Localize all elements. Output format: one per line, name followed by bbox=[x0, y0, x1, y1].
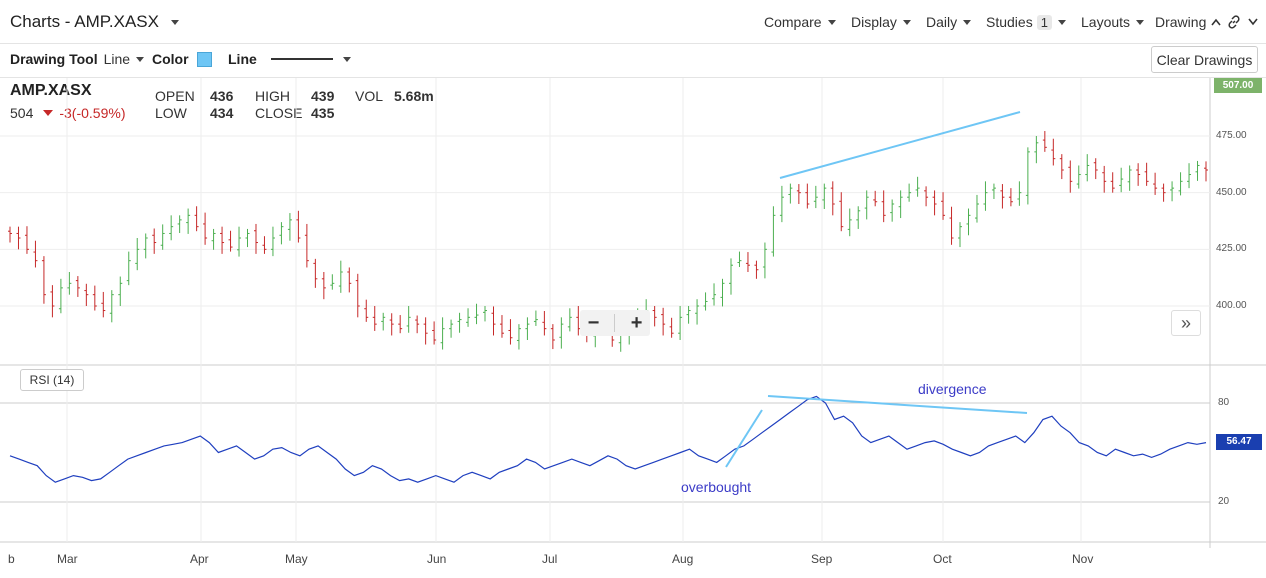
x-axis-label: Oct bbox=[933, 552, 952, 566]
chevron-down-icon[interactable] bbox=[1248, 16, 1258, 28]
color-label: Color bbox=[152, 51, 189, 67]
open-value: 436 bbox=[210, 88, 234, 104]
down-arrow-icon bbox=[43, 110, 54, 116]
chart-grid bbox=[0, 78, 1266, 548]
x-axis-label: Nov bbox=[1072, 552, 1094, 566]
price-tick-label: 425.00 bbox=[1216, 243, 1247, 254]
overbought-pointer bbox=[725, 409, 763, 468]
menu-studies-label: Studies bbox=[986, 14, 1033, 30]
low-value: 434 bbox=[210, 105, 234, 121]
clear-drawings-button[interactable]: Clear Drawings bbox=[1151, 46, 1258, 73]
rsi-tick-label: 80 bbox=[1218, 397, 1230, 408]
color-picker[interactable]: Color bbox=[152, 51, 212, 67]
zoom-controls: − + bbox=[580, 310, 650, 336]
x-axis-label: Jun bbox=[427, 552, 447, 566]
chart-title-dropdown[interactable]: Charts - AMP.XASX bbox=[10, 12, 179, 32]
link-icon[interactable] bbox=[1227, 15, 1241, 29]
chart-title: Charts - AMP.XASX bbox=[10, 12, 159, 31]
menu-compare-label: Compare bbox=[764, 14, 822, 30]
close-value: 435 bbox=[311, 105, 335, 121]
divergence-annotation: divergence bbox=[918, 381, 987, 397]
menu-drawing-label: Drawing bbox=[1155, 14, 1207, 30]
menu-layouts[interactable]: Layouts bbox=[1081, 14, 1145, 30]
drawing-toolbar bbox=[0, 44, 1266, 78]
x-axis-label: b bbox=[8, 552, 15, 566]
chevron-down-icon bbox=[902, 19, 911, 25]
rsi-tick-label: 20 bbox=[1218, 496, 1230, 507]
high-value: 439 bbox=[311, 88, 335, 104]
chevron-down-icon bbox=[963, 19, 972, 25]
line-style-label: Line bbox=[228, 51, 257, 67]
zoom-in-button[interactable]: + bbox=[630, 311, 643, 334]
close-label: CLOSE bbox=[255, 105, 303, 121]
chevron-down-icon bbox=[136, 56, 145, 62]
rsi-study-label[interactable]: RSI (14) bbox=[20, 369, 84, 391]
vol-label: VOL bbox=[355, 88, 384, 104]
drawing-tool-label: Drawing Tool bbox=[10, 51, 98, 67]
symbol-name: AMP.XASX bbox=[10, 82, 92, 99]
vol-value: 5.68m bbox=[394, 88, 434, 104]
drawing-tool-value: Line bbox=[103, 51, 131, 67]
price-tick-label: 450.00 bbox=[1216, 187, 1247, 198]
price-change: -3(-0.59%) bbox=[59, 105, 126, 121]
menu-layouts-label: Layouts bbox=[1081, 14, 1131, 30]
menu-daily-label: Daily bbox=[926, 14, 958, 30]
current-price-tag: 507.00 bbox=[1214, 78, 1262, 93]
rsi-series bbox=[9, 395, 1207, 483]
menu-daily[interactable]: Daily bbox=[926, 14, 972, 30]
chevron-up-icon bbox=[1211, 18, 1221, 26]
x-axis-label: Sep bbox=[811, 552, 833, 566]
zoom-out-button[interactable]: − bbox=[587, 311, 600, 334]
price-chart[interactable] bbox=[0, 78, 1266, 548]
drawing-tool-select[interactable]: Drawing Tool Line bbox=[10, 51, 145, 67]
x-axis-label: Mar bbox=[57, 552, 78, 566]
price-trendline bbox=[779, 111, 1021, 179]
high-label: HIGH bbox=[255, 88, 290, 104]
drawing-lines bbox=[725, 111, 1028, 468]
scroll-to-latest-button[interactable]: » bbox=[1171, 310, 1201, 336]
menu-studies[interactable]: Studies 1 bbox=[986, 14, 1066, 30]
menu-display-label: Display bbox=[851, 14, 897, 30]
x-axis-label: Jul bbox=[542, 552, 558, 566]
menu-display[interactable]: Display bbox=[851, 14, 911, 30]
open-label: OPEN bbox=[155, 88, 195, 104]
price-tick-label: 475.00 bbox=[1216, 130, 1247, 141]
line-style-preview bbox=[270, 58, 333, 60]
menu-compare[interactable]: Compare bbox=[764, 14, 836, 30]
studies-count-badge: 1 bbox=[1036, 14, 1052, 30]
price-tick-label: 400.00 bbox=[1216, 300, 1247, 311]
chevron-down-icon bbox=[827, 19, 836, 25]
current-rsi-tag: 56.47 bbox=[1216, 434, 1262, 450]
x-axis-label: May bbox=[285, 552, 308, 566]
menu-drawing[interactable]: Drawing bbox=[1155, 14, 1222, 30]
last-price: 504 bbox=[10, 105, 34, 121]
x-axis-label: Aug bbox=[672, 552, 694, 566]
rsi-trendline bbox=[767, 395, 1028, 414]
line-style-select[interactable]: Line bbox=[228, 51, 351, 67]
last-price-row: 504 -3(-0.59%) bbox=[10, 105, 126, 121]
x-axis-label: Apr bbox=[190, 552, 209, 566]
zoom-divider bbox=[614, 314, 616, 332]
color-swatch bbox=[196, 51, 212, 67]
chevron-down-icon bbox=[1136, 19, 1145, 25]
chevron-down-icon bbox=[342, 56, 351, 62]
chevron-down-icon bbox=[170, 19, 179, 25]
top-bar bbox=[0, 0, 1266, 44]
low-label: LOW bbox=[155, 105, 187, 121]
overbought-annotation: overbought bbox=[681, 479, 752, 495]
chevron-down-icon bbox=[1057, 19, 1066, 25]
rsi-line bbox=[9, 395, 1207, 483]
